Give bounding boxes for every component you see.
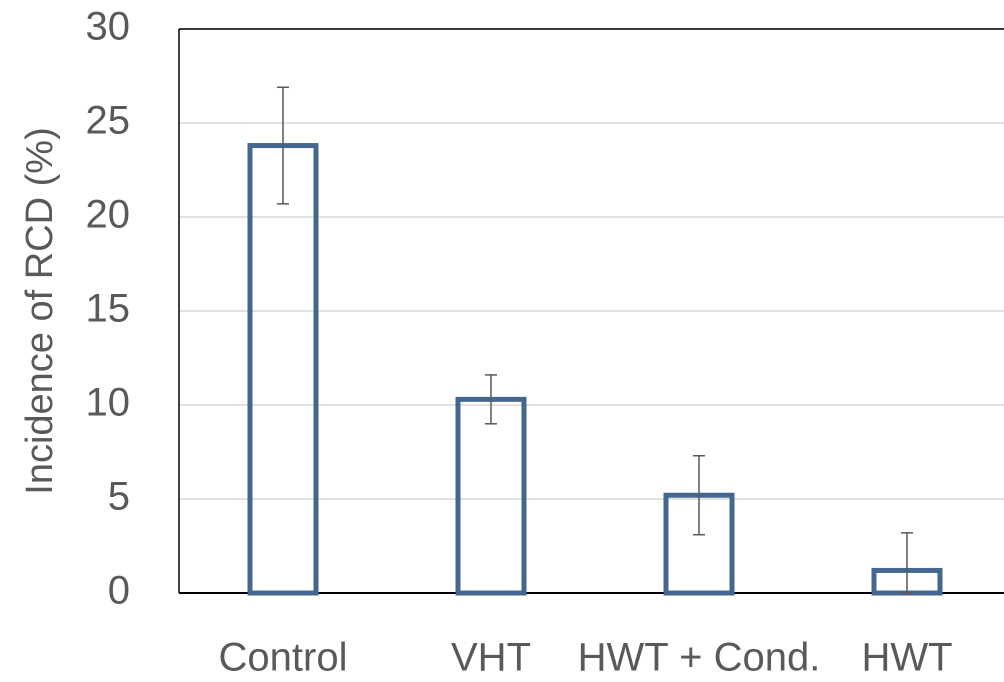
y-tick-label: 30 bbox=[86, 5, 131, 49]
bar bbox=[455, 396, 527, 596]
y-tick-label: 20 bbox=[86, 193, 131, 237]
x-tick-label: VHT bbox=[451, 636, 531, 680]
x-tick-label: HWT + Cond. bbox=[578, 636, 821, 680]
bar bbox=[247, 143, 319, 596]
x-tick-label: Control bbox=[219, 636, 348, 680]
y-tick-label: 0 bbox=[108, 569, 130, 613]
y-tick-label: 25 bbox=[86, 99, 131, 143]
y-tick-label: 10 bbox=[86, 381, 131, 425]
y-tick-label: 15 bbox=[86, 287, 131, 331]
y-axis-label: Incidence of RCD (%) bbox=[19, 127, 61, 494]
x-tick-label: HWT bbox=[861, 636, 952, 680]
y-tick-label: 5 bbox=[108, 475, 130, 519]
